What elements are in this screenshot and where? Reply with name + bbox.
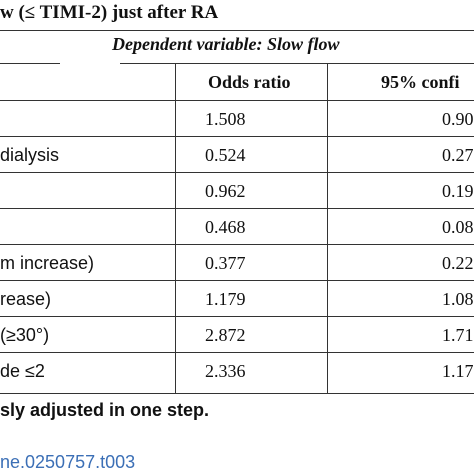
table-bottom-rule xyxy=(0,393,474,394)
odds-ratio-cell: 0.377 xyxy=(205,253,246,273)
variable-cell: dialysis xyxy=(0,145,60,165)
table-row: (≥30°) 2.872 1.71 xyxy=(0,317,474,352)
top-rule xyxy=(0,30,474,31)
header-rule-left xyxy=(0,63,60,64)
row-rule xyxy=(0,316,474,317)
ci-cell: 0.27 xyxy=(442,145,474,165)
table-row: rease) 1.179 1.08 xyxy=(0,281,474,316)
odds-ratio-cell: 1.179 xyxy=(205,289,246,309)
ci-cell: 1.17 xyxy=(442,361,474,381)
subheader-rule xyxy=(120,63,474,64)
odds-ratio-cell: 0.962 xyxy=(205,181,246,201)
table-row: 0.962 0.19 xyxy=(0,173,474,208)
odds-ratio-header: Odds ratio xyxy=(208,72,291,92)
odds-ratio-cell: 2.872 xyxy=(205,325,246,345)
variable-cell: (≥30°) xyxy=(0,325,50,345)
table-title: w (≤ TIMI-2) just after RA xyxy=(0,2,219,23)
ci-header: 95% confi xyxy=(381,72,460,92)
table-row: de ≤2 2.336 1.17 xyxy=(0,353,474,388)
row-rule xyxy=(0,136,474,137)
dependent-variable-label: Dependent variable: Slow flow xyxy=(112,34,340,54)
table-row: m increase) 0.377 0.22 xyxy=(0,245,474,280)
ci-cell: 1.71 xyxy=(442,325,474,345)
row-rule xyxy=(0,244,474,245)
variable-cell: de ≤2 xyxy=(0,361,45,381)
ci-cell: 0.08 xyxy=(442,217,474,237)
column-divider-2 xyxy=(327,63,328,394)
odds-ratio-cell: 2.336 xyxy=(205,361,246,381)
row-rule xyxy=(0,172,474,173)
row-rule xyxy=(0,208,474,209)
odds-ratio-cell: 0.524 xyxy=(205,145,246,165)
variable-cell: m increase) xyxy=(0,253,95,273)
odds-ratio-cell: 0.468 xyxy=(205,217,246,237)
ci-cell: 1.08 xyxy=(442,289,474,309)
table-row: 1.508 0.90 xyxy=(0,101,474,136)
ci-cell: 0.22 xyxy=(442,253,474,273)
table-footnote: sly adjusted in one step. xyxy=(0,400,210,420)
ci-cell: 0.90 xyxy=(442,109,474,129)
table-row: 0.468 0.08 xyxy=(0,209,474,244)
doi-link[interactable]: ne.0250757.t003 xyxy=(0,452,136,472)
odds-ratio-cell: 1.508 xyxy=(205,109,246,129)
row-rule xyxy=(0,280,474,281)
column-divider-1 xyxy=(175,63,176,394)
header-bottom-rule xyxy=(0,100,474,101)
ci-cell: 0.19 xyxy=(442,181,474,201)
row-rule xyxy=(0,352,474,353)
table-row: dialysis 0.524 0.27 xyxy=(0,137,474,172)
variable-cell: rease) xyxy=(0,289,52,309)
